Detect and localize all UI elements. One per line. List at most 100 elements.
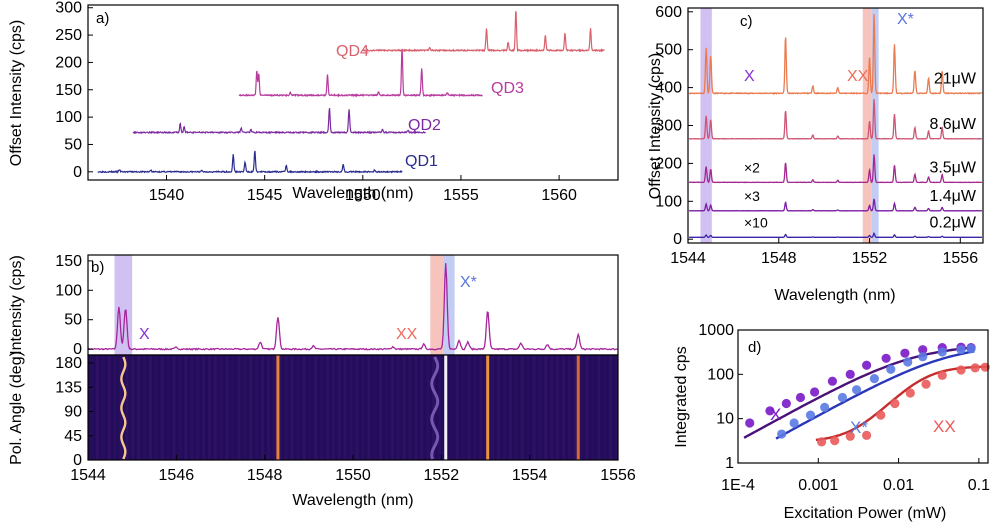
panel-b-heat-stripe bbox=[562, 355, 565, 460]
panel-b-x-ticklabel: 1556 bbox=[600, 467, 636, 484]
panel-d-point-XX bbox=[905, 388, 915, 398]
panel-b-xticks: 1544 1546 1548 1550 1552 1554 1556 bbox=[70, 455, 636, 484]
panel-d-point-X* bbox=[851, 385, 862, 395]
panel-a-xticks: 1540 1545 1550 1555 1560 bbox=[149, 175, 577, 204]
panel-a-line-QD1 bbox=[97, 150, 403, 174]
panel-d-point-X* bbox=[903, 357, 913, 367]
panel-a-x-ticklabel: 1550 bbox=[345, 187, 381, 204]
panel-d-point-X* bbox=[837, 392, 848, 403]
panel-c-band-XX bbox=[862, 8, 872, 243]
panel-d-series bbox=[743, 342, 990, 447]
panel-a-label: a) bbox=[96, 10, 109, 27]
panel-a-y-ticklabel: 250 bbox=[55, 27, 82, 44]
panel-b-heat-stripe bbox=[597, 355, 601, 460]
panel-c-y-ticklabel: 0 bbox=[673, 231, 682, 248]
panel-d-point-X* bbox=[918, 352, 928, 362]
panel-d-point-X* bbox=[937, 347, 947, 357]
panel-b-heat-wiggle bbox=[430, 356, 440, 460]
panel-b-heatmap bbox=[88, 355, 619, 460]
panel-d-point-XX bbox=[970, 363, 980, 373]
panel-d-point-X bbox=[765, 406, 775, 416]
panel-b-heat-stripe bbox=[591, 355, 595, 460]
panel-b-heat-stripe bbox=[550, 355, 554, 460]
panel-b-spectrum bbox=[87, 263, 619, 351]
panel-b-heat-stripe bbox=[438, 355, 442, 460]
panel-b-heat-stripe bbox=[379, 355, 383, 460]
panel-b-x-ticklabel: 1544 bbox=[70, 467, 106, 484]
panel-b-XX-label: XX bbox=[396, 326, 418, 343]
panel-c-xlabel: Wavelength (nm) bbox=[774, 287, 895, 304]
panel-b-heat-stripe bbox=[326, 355, 329, 460]
panel-b-heat-stripe bbox=[302, 355, 306, 460]
panel-b-ylabel-top: Intensity (cps) bbox=[8, 255, 25, 355]
panel-d-X-label: X bbox=[770, 405, 781, 424]
panel-c: c) 1544 1548 1552 1556 0100200300400500600 … bbox=[647, 4, 984, 304]
panel-d-label: d) bbox=[748, 339, 761, 356]
panel-a-yticks: 0 50 100 150 200 250 300 bbox=[55, 0, 93, 181]
panel-b-x-ticklabel: 1548 bbox=[247, 467, 283, 484]
panel-b-heat-stripe bbox=[149, 355, 152, 460]
panel-c-y-ticklabel: 600 bbox=[655, 4, 682, 21]
panel-b-heat-stripe bbox=[467, 355, 471, 460]
panel-a-y-ticklabel: 100 bbox=[55, 109, 82, 126]
panel-b-heat-line bbox=[486, 355, 490, 460]
panel-a-y-ticklabel: 200 bbox=[55, 54, 82, 71]
panel-c-x-ticklabel: 1544 bbox=[670, 250, 706, 267]
panel-c-multiplier-label: ×10 bbox=[744, 214, 768, 230]
panel-c-xticks: 1544 1548 1552 1556 bbox=[670, 238, 978, 267]
panel-b-heat-stripe bbox=[355, 355, 359, 460]
panel-c-multiplier-label: ×2 bbox=[744, 159, 760, 175]
panel-b-heat-stripe bbox=[361, 355, 365, 460]
panel-b-heat-stripe bbox=[579, 355, 583, 460]
panel-d-point-XX bbox=[862, 430, 872, 440]
panel-b-heat-stripe bbox=[278, 355, 282, 460]
panel-d-point-XX bbox=[890, 398, 900, 409]
panel-a-label-QD3: QD3 bbox=[491, 80, 524, 97]
panel-d-point-X bbox=[845, 369, 855, 379]
panel-a-y-ticklabel: 300 bbox=[55, 0, 82, 17]
panel-d-yticks: 1 10 100 1000 bbox=[698, 322, 743, 472]
panel-c-x-ticklabel: 1556 bbox=[943, 250, 979, 267]
panel-b-heat-stripe bbox=[225, 355, 229, 460]
panel-a-x-ticklabel: 1560 bbox=[541, 187, 577, 204]
panel-b-heat-stripe bbox=[367, 355, 371, 460]
panel-b-heat-stripe bbox=[272, 355, 276, 460]
panel-c-line-8.6μW bbox=[688, 99, 982, 140]
panel-a: a) 1540 1545 1550 1555 1560 0 50 100 150 200 250 3… bbox=[8, 0, 619, 204]
panel-c-x-ticklabel: 1548 bbox=[761, 250, 797, 267]
panel-a-y-ticklabel: 150 bbox=[55, 82, 82, 99]
panel-b-heat-line bbox=[576, 355, 580, 460]
panel-a-x-ticklabel: 1540 bbox=[149, 187, 185, 204]
panel-b-heat-stripe bbox=[503, 355, 506, 460]
panel-d-x-ticklabel: 0.1 bbox=[968, 477, 990, 494]
panel-b-heat-stripe bbox=[373, 355, 377, 460]
panel-a-label-QD2: QD2 bbox=[408, 117, 441, 134]
panel-c-ylabel: Offset Intensity (cps) bbox=[647, 53, 664, 199]
panel-c-multiplier-label: ×3 bbox=[744, 188, 760, 204]
panel-d-ylabel: Integrated cps bbox=[673, 346, 690, 447]
panel-b-heat-stripe bbox=[556, 355, 560, 460]
panel-b-heat-stripe bbox=[231, 355, 235, 460]
panel-d-point-XX bbox=[830, 436, 840, 446]
panel-b-heat-stripe bbox=[449, 355, 453, 460]
panel-b-peak-labels: X XX X* bbox=[139, 274, 477, 343]
panel-b-band-XX bbox=[430, 255, 444, 355]
panel-d-point-X bbox=[810, 387, 820, 397]
panel-b-heat-stripe bbox=[243, 355, 247, 460]
panel-b-heat-stripe bbox=[131, 355, 135, 460]
panel-d-y-ticklabel: 1 bbox=[725, 455, 734, 472]
panel-b-heat-stripe bbox=[414, 355, 418, 460]
panel-b-heat-stripe bbox=[125, 355, 129, 460]
panel-c-series bbox=[688, 13, 983, 238]
panel-d-fit-X* bbox=[775, 350, 975, 440]
panel-b-ylabel-bottom: Pol. Angle (deg) bbox=[8, 351, 25, 465]
panel-b-heat-stripe bbox=[526, 355, 530, 460]
panel-b-x-ticklabel: 1550 bbox=[335, 467, 371, 484]
panel-b-heat-stripe bbox=[208, 355, 211, 460]
panel-b-spectrum-line bbox=[87, 263, 619, 351]
panel-d-point-X* bbox=[886, 364, 896, 374]
panel-c-power-label: 3.5μW bbox=[929, 159, 976, 176]
panel-b-heat-line bbox=[276, 355, 280, 460]
panel-b-x-ticklabel: 1554 bbox=[512, 467, 548, 484]
